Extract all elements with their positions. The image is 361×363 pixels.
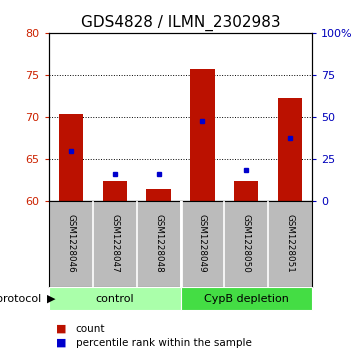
Text: GSM1228048: GSM1228048 [154,214,163,273]
Text: ■: ■ [56,338,66,348]
Text: GSM1228051: GSM1228051 [286,214,295,273]
Text: ■: ■ [56,323,66,334]
Bar [234,181,258,201]
Text: percentile rank within the sample: percentile rank within the sample [76,338,252,348]
Bar [103,181,127,201]
Text: ▶: ▶ [47,294,56,303]
Text: GSM1228047: GSM1228047 [110,214,119,273]
Text: control: control [95,294,134,303]
Bar [278,98,303,201]
Text: count: count [76,323,105,334]
Bar [58,114,83,201]
Bar [147,189,171,201]
Text: protocol: protocol [0,294,45,303]
Text: GSM1228049: GSM1228049 [198,214,207,273]
Title: GDS4828 / ILMN_2302983: GDS4828 / ILMN_2302983 [81,15,280,31]
Bar [49,287,180,310]
Text: CypB depletion: CypB depletion [204,294,289,303]
Text: GSM1228050: GSM1228050 [242,214,251,273]
Bar [180,287,312,310]
Text: GSM1228046: GSM1228046 [66,214,75,273]
Bar [190,69,214,201]
